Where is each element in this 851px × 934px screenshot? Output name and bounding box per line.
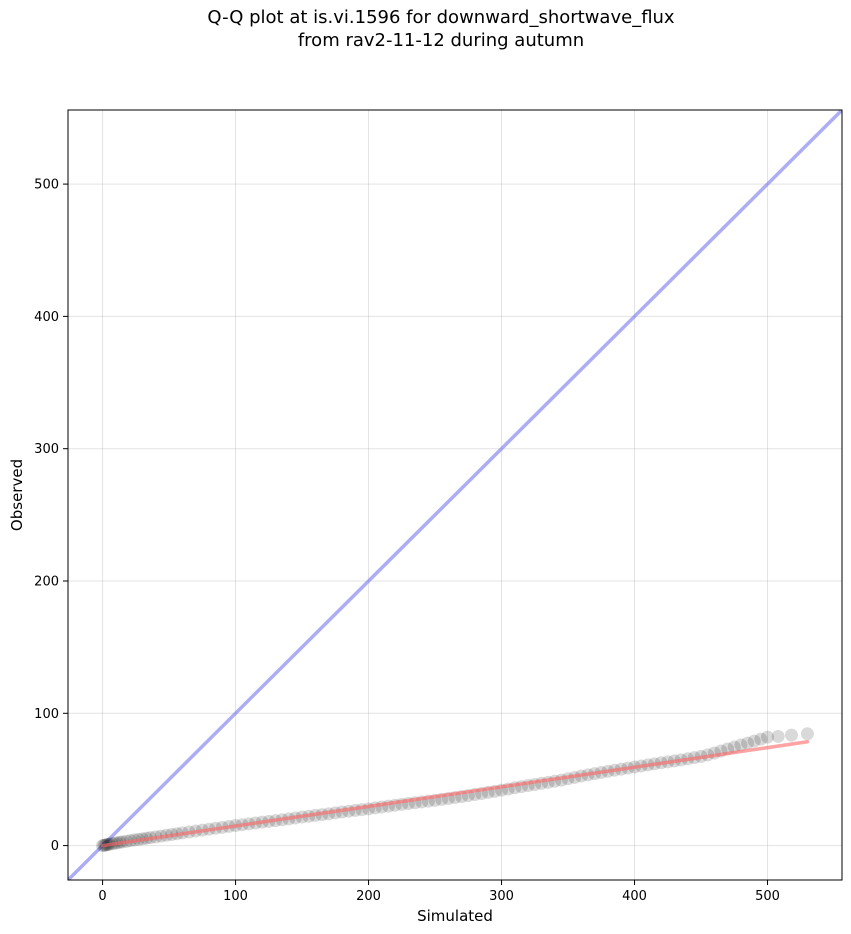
quantile-point	[800, 727, 814, 741]
y-tick-label: 500	[34, 178, 59, 193]
quantile-point	[747, 734, 761, 748]
x-tick-label: 100	[223, 889, 248, 904]
y-tick-label: 100	[34, 707, 59, 722]
y-tick-label: 200	[34, 574, 59, 589]
quantile-point	[734, 738, 748, 752]
x-tick-label: 300	[489, 889, 514, 904]
x-tick-label: 200	[356, 889, 381, 904]
plot-frame	[67, 109, 843, 881]
one-to-one-line-layer	[68, 110, 842, 880]
x-tick-label: 500	[755, 889, 780, 904]
x-axis-label: Simulated	[417, 907, 493, 925]
fit-line	[100, 739, 810, 848]
quantile-point	[784, 728, 798, 742]
y-tick-label: 400	[34, 310, 59, 325]
y-axis-label: Observed	[8, 459, 26, 531]
quantile-point	[761, 730, 775, 744]
fit-line-layer	[100, 739, 810, 848]
y-axis: 0 100 200 300 400 500	[34, 178, 68, 854]
chart-title: Q-Q plot at is.vi.1596 for downward_shor…	[207, 7, 675, 51]
y-tick-label: 300	[34, 442, 59, 457]
quantile-point	[771, 729, 785, 743]
y-tick-label: 0	[51, 839, 59, 854]
quantile-point	[741, 736, 755, 750]
x-tick-label: 400	[622, 889, 647, 904]
grid-lines	[68, 110, 842, 880]
quantile-point	[754, 732, 768, 746]
x-tick-label: 0	[98, 889, 106, 904]
one-to-one-line	[68, 110, 842, 880]
x-axis: 0 100 200 300 400 500	[98, 880, 780, 904]
